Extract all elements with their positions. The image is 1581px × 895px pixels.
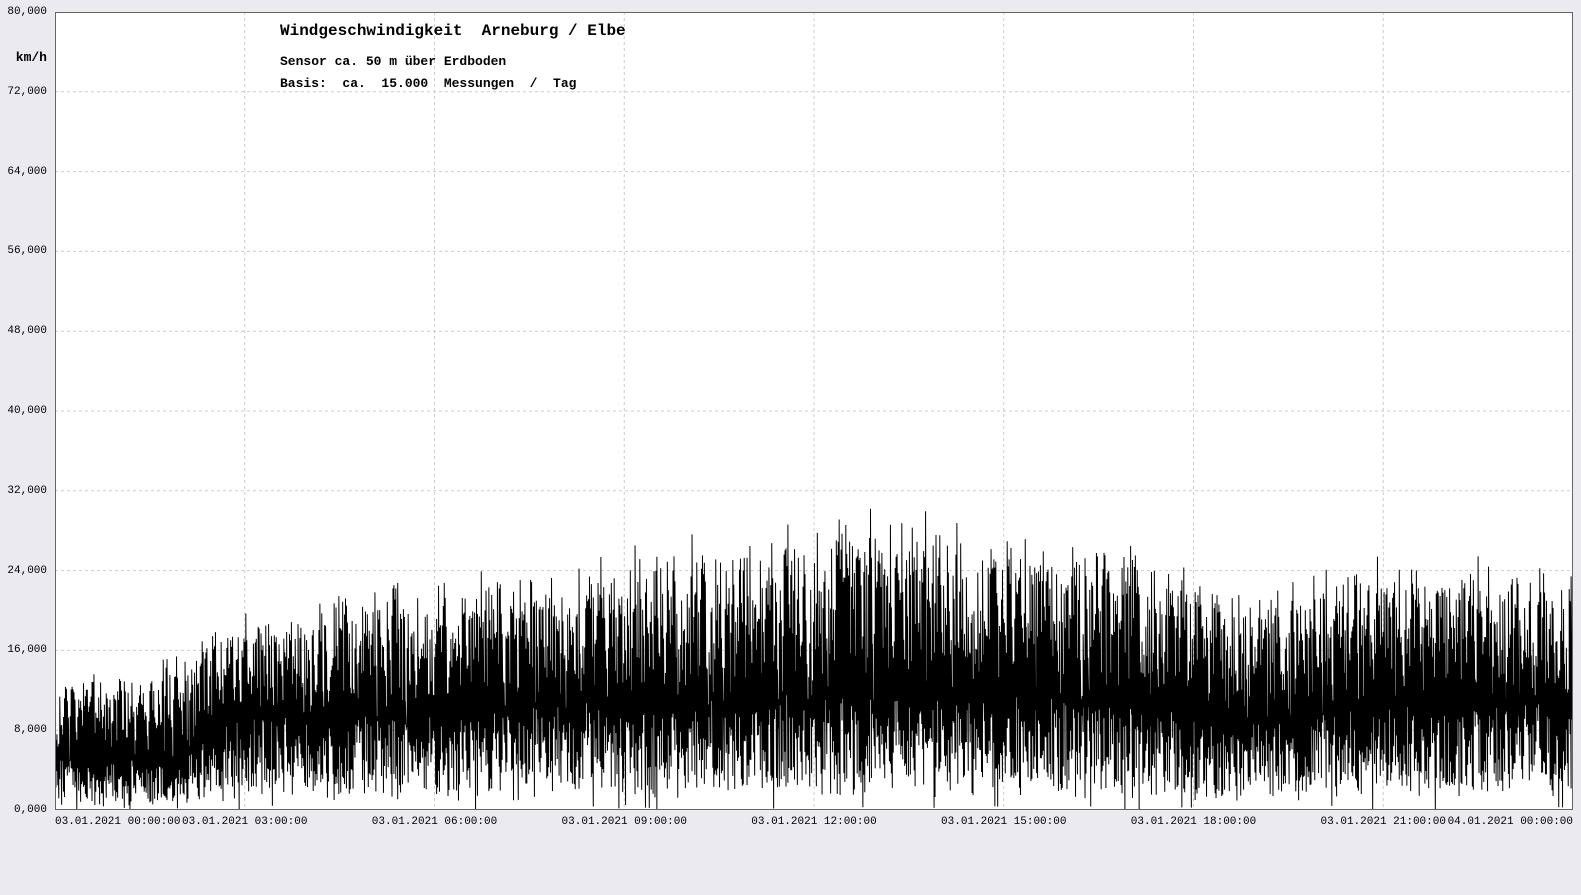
x-tick-label: 03.01.2021 09:00:00 [562, 816, 687, 828]
plot-area [55, 12, 1573, 810]
x-tick-label: 03.01.2021 06:00:00 [372, 816, 497, 828]
x-tick-label: 04.01.2021 00:00:00 [1448, 816, 1573, 828]
y-tick-label: 40,000 [0, 405, 47, 417]
y-tick-label: 80,000 [0, 6, 47, 18]
y-axis-unit-label: km/h [0, 50, 47, 65]
chart-subtitle-basis: Basis: ca. 15.000 Messungen / Tag [280, 76, 576, 91]
chart-title: Windgeschwindigkeit Arneburg / Elbe [280, 22, 626, 40]
x-tick-label: 03.01.2021 12:00:00 [751, 816, 876, 828]
y-tick-label: 64,000 [0, 166, 47, 178]
y-tick-label: 72,000 [0, 86, 47, 98]
x-tick-label: 03.01.2021 03:00:00 [182, 816, 307, 828]
y-tick-label: 56,000 [0, 245, 47, 257]
chart-subtitle-sensor: Sensor ca. 50 m über Erdboden [280, 54, 506, 69]
y-tick-label: 0,000 [0, 804, 47, 816]
x-tick-label: 03.01.2021 21:00:00 [1321, 816, 1446, 828]
y-tick-label: 32,000 [0, 485, 47, 497]
chart-container: km/h Windgeschwindigkeit Arneburg / Elbe… [0, 0, 1581, 895]
x-tick-label: 03.01.2021 15:00:00 [941, 816, 1066, 828]
y-tick-label: 24,000 [0, 565, 47, 577]
x-tick-label: 03.01.2021 18:00:00 [1131, 816, 1256, 828]
x-tick-label: 03.01.2021 00:00:00 [55, 816, 180, 828]
y-tick-label: 16,000 [0, 644, 47, 656]
y-tick-label: 8,000 [0, 724, 47, 736]
y-tick-label: 48,000 [0, 325, 47, 337]
